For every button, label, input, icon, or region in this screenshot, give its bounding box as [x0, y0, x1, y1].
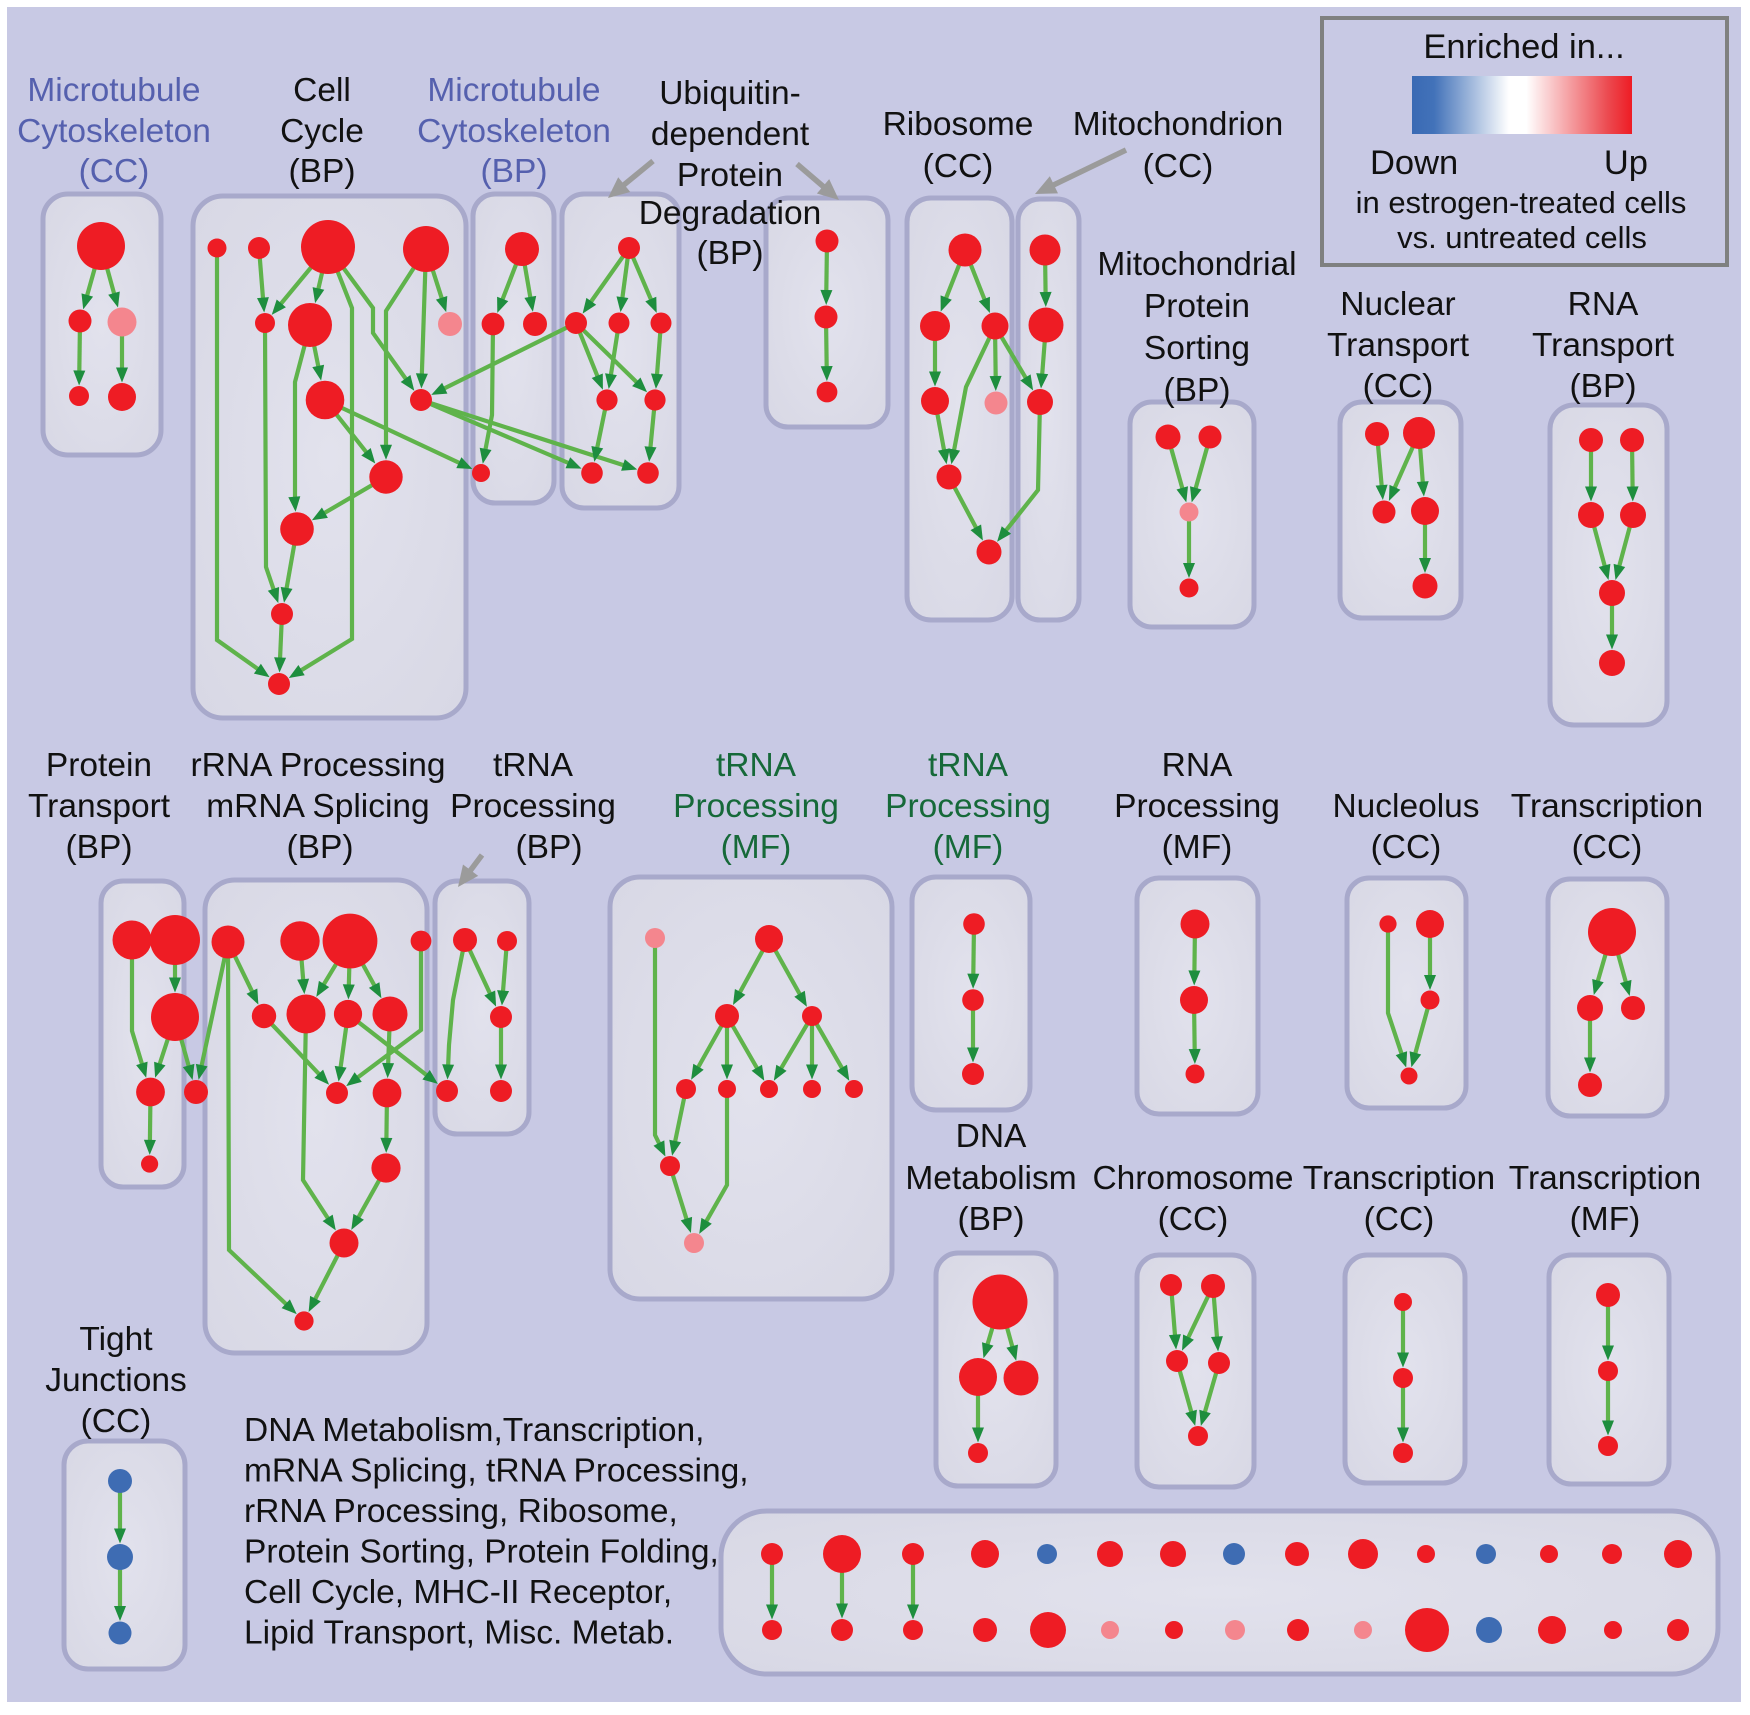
svg-text:(BP): (BP) — [66, 829, 133, 866]
svg-text:Cycle: Cycle — [280, 113, 364, 150]
svg-text:Processing: Processing — [885, 788, 1051, 825]
svg-text:(BP): (BP) — [1570, 368, 1637, 405]
svg-text:Transport: Transport — [28, 788, 171, 825]
svg-text:Enriched in...: Enriched in... — [1423, 28, 1624, 66]
svg-text:(CC): (CC) — [1371, 829, 1442, 866]
svg-text:DNA: DNA — [956, 1118, 1027, 1155]
svg-text:(MF): (MF) — [1570, 1201, 1641, 1238]
svg-text:(BP): (BP) — [287, 829, 354, 866]
svg-text:(CC): (CC) — [1158, 1201, 1229, 1238]
svg-text:Protein: Protein — [1144, 288, 1250, 325]
svg-text:Transport: Transport — [1532, 327, 1675, 364]
svg-text:(BP): (BP) — [289, 153, 356, 190]
svg-text:(MF): (MF) — [933, 829, 1004, 866]
svg-text:(MF): (MF) — [1162, 829, 1233, 866]
svg-text:(MF): (MF) — [721, 829, 792, 866]
svg-text:Transcription: Transcription — [1303, 1160, 1495, 1197]
svg-text:Microtubule: Microtubule — [427, 72, 600, 109]
svg-text:Microtubule: Microtubule — [27, 72, 200, 109]
svg-text:(BP): (BP) — [1164, 372, 1231, 409]
svg-text:Mitochondrion: Mitochondrion — [1073, 106, 1283, 143]
svg-text:(BP): (BP) — [516, 829, 583, 866]
svg-text:(CC): (CC) — [1143, 148, 1214, 185]
svg-text:RNA: RNA — [1568, 286, 1639, 323]
svg-text:Degradation: Degradation — [639, 195, 822, 232]
svg-text:Down: Down — [1370, 144, 1458, 182]
svg-text:Protein: Protein — [677, 157, 783, 194]
svg-text:Tight: Tight — [79, 1321, 153, 1358]
svg-text:Nuclear: Nuclear — [1340, 286, 1455, 323]
svg-text:(CC): (CC) — [1364, 1201, 1435, 1238]
svg-text:Processing: Processing — [673, 788, 839, 825]
svg-text:(BP): (BP) — [697, 235, 764, 272]
svg-text:Ubiquitin-: Ubiquitin- — [659, 75, 801, 112]
svg-text:Chromosome: Chromosome — [1092, 1160, 1293, 1197]
svg-text:Mitochondrial: Mitochondrial — [1097, 246, 1296, 283]
svg-text:Processing: Processing — [450, 788, 616, 825]
svg-text:Up: Up — [1604, 144, 1648, 182]
svg-text:Ribosome: Ribosome — [883, 106, 1034, 143]
svg-text:DNA Metabolism,Transcription,: DNA Metabolism,Transcription, — [244, 1412, 704, 1449]
svg-text:Transport: Transport — [1327, 327, 1470, 364]
svg-text:dependent: dependent — [651, 116, 810, 153]
svg-text:in estrogen-treated cells: in estrogen-treated cells — [1356, 185, 1687, 220]
svg-text:(CC): (CC) — [1363, 368, 1434, 405]
svg-text:Protein: Protein — [46, 747, 152, 784]
svg-text:(CC): (CC) — [81, 1403, 152, 1440]
svg-text:Protein Sorting, Protein Foldi: Protein Sorting, Protein Folding, — [244, 1534, 719, 1571]
svg-text:Metabolism: Metabolism — [905, 1160, 1076, 1197]
svg-text:tRNA: tRNA — [493, 747, 574, 784]
svg-text:mRNA Splicing, tRNA Processing: mRNA Splicing, tRNA Processing, — [244, 1453, 749, 1490]
svg-text:Lipid Transport, Misc. Metab.: Lipid Transport, Misc. Metab. — [244, 1615, 674, 1652]
svg-text:Processing: Processing — [1114, 788, 1280, 825]
svg-text:(CC): (CC) — [923, 148, 994, 185]
svg-text:vs. untreated cells: vs. untreated cells — [1397, 220, 1647, 255]
svg-text:rRNA Processing: rRNA Processing — [190, 747, 445, 784]
svg-text:Nucleolus: Nucleolus — [1332, 788, 1479, 825]
svg-text:Junctions: Junctions — [45, 1362, 187, 1399]
svg-text:(CC): (CC) — [1572, 829, 1643, 866]
svg-text:(BP): (BP) — [958, 1201, 1025, 1238]
svg-text:Cytoskeleton: Cytoskeleton — [17, 113, 211, 150]
svg-text:tRNA: tRNA — [928, 747, 1009, 784]
svg-text:Transcription: Transcription — [1511, 788, 1703, 825]
svg-text:Cytoskeleton: Cytoskeleton — [417, 113, 611, 150]
svg-text:RNA: RNA — [1162, 747, 1233, 784]
svg-text:Transcription: Transcription — [1509, 1160, 1701, 1197]
svg-text:mRNA Splicing: mRNA Splicing — [206, 788, 429, 825]
svg-text:Cell: Cell — [293, 72, 351, 109]
svg-text:Cell Cycle, MHC-II Receptor,: Cell Cycle, MHC-II Receptor, — [244, 1574, 672, 1611]
svg-text:(CC): (CC) — [79, 153, 150, 190]
svg-text:tRNA: tRNA — [716, 747, 797, 784]
svg-text:(BP): (BP) — [481, 153, 548, 190]
svg-text:rRNA Processing, Ribosome,: rRNA Processing, Ribosome, — [244, 1493, 678, 1530]
svg-text:Sorting: Sorting — [1144, 330, 1250, 367]
